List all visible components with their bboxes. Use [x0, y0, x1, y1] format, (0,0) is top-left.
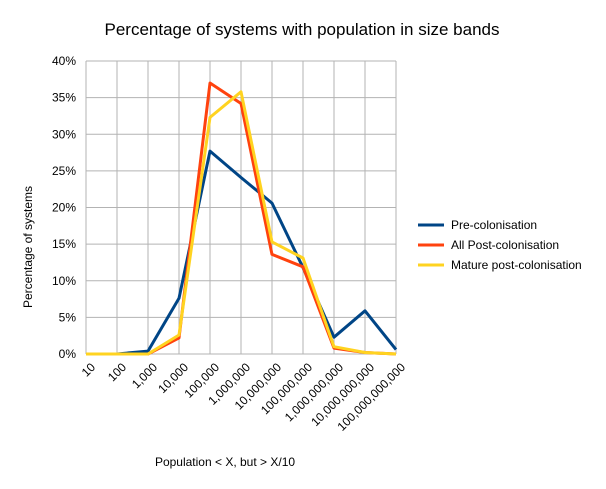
- legend-label: All Post-colonisation: [451, 238, 559, 252]
- y-axis-title: Percentage of systems: [21, 186, 35, 308]
- legend-label: Pre-colonisation: [451, 218, 537, 232]
- series-line-1: [86, 149, 398, 356]
- y-tick-label: 30%: [52, 127, 76, 141]
- x-axis-ticks: 10 100 1,00010,000100,0001,000,00010,000,0…: [79, 360, 409, 434]
- x-tick-label: 100: [105, 360, 129, 384]
- y-tick-label: 35%: [52, 91, 76, 105]
- y-tick-label: 20%: [52, 201, 76, 215]
- x-tick-label: 10: [79, 360, 99, 380]
- series-line-3: [86, 90, 397, 356]
- y-tick-label: 5%: [59, 310, 77, 324]
- y-tick-label: 0%: [59, 347, 77, 361]
- y-tick-label: 25%: [52, 164, 76, 178]
- y-axis-ticks: 0% 5% 10% 15% 20% 25% 30% 35% 40%: [52, 54, 76, 361]
- y-tick-label: 40%: [52, 54, 76, 68]
- series-lines: [86, 81, 398, 356]
- legend: Pre-colonisation All Post-colonisation Mat…: [418, 218, 582, 272]
- y-tick-label: 10%: [52, 274, 76, 288]
- legend-label: Mature post-colonisation: [451, 258, 582, 272]
- chart-title: Percentage of systems with population in…: [104, 20, 499, 39]
- y-tick-label: 15%: [52, 237, 76, 251]
- x-axis-title: Population < X, but > X/10: [155, 455, 295, 469]
